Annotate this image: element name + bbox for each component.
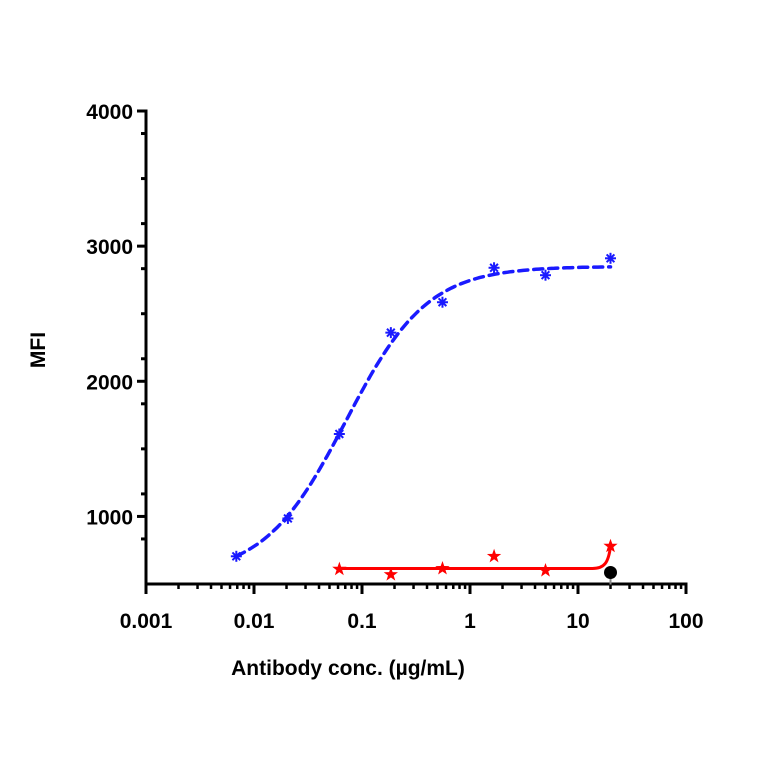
x-tick-label: 0.01 xyxy=(234,610,275,633)
fit-curves xyxy=(234,265,613,570)
asterisk-marker xyxy=(488,262,500,274)
star-marker xyxy=(603,538,618,553)
data-points xyxy=(230,252,618,585)
asterisk-marker xyxy=(605,252,617,264)
red-fit-curve xyxy=(339,545,612,570)
asterisk-marker xyxy=(539,269,551,281)
y-tick-label: 4000 xyxy=(86,101,133,124)
asterisk-marker xyxy=(385,327,397,339)
star-marker xyxy=(435,561,450,575)
y-tick-label: 2000 xyxy=(86,371,133,394)
x-tick-label: 0.001 xyxy=(120,610,173,633)
x-tick-label: 100 xyxy=(668,610,703,633)
asterisk-marker xyxy=(230,550,242,562)
y-axis: 1000 2000 3000 4000 xyxy=(86,101,148,594)
x-axis-title: Antibody conc. (µg/mL) xyxy=(231,657,465,680)
x-tick-label: 10 xyxy=(566,610,589,633)
y-tick-label: 1000 xyxy=(86,506,133,529)
star-marker xyxy=(538,563,553,577)
star-marker xyxy=(486,548,502,563)
star-marker xyxy=(332,561,347,576)
asterisk-marker xyxy=(333,428,345,440)
y-tick-label: 3000 xyxy=(86,236,133,259)
asterisk-marker xyxy=(282,512,294,524)
circle-marker xyxy=(604,566,618,580)
asterisk-marker xyxy=(436,296,448,308)
x-tick-label: 0.1 xyxy=(347,610,377,633)
x-axis: 0.001 0.01 0.1 1 10 100 xyxy=(120,582,704,633)
star-marker xyxy=(383,567,398,581)
blue-fit-curve xyxy=(234,265,613,558)
x-tick-label: 1 xyxy=(464,610,476,633)
y-axis-title: MFI xyxy=(27,332,50,368)
